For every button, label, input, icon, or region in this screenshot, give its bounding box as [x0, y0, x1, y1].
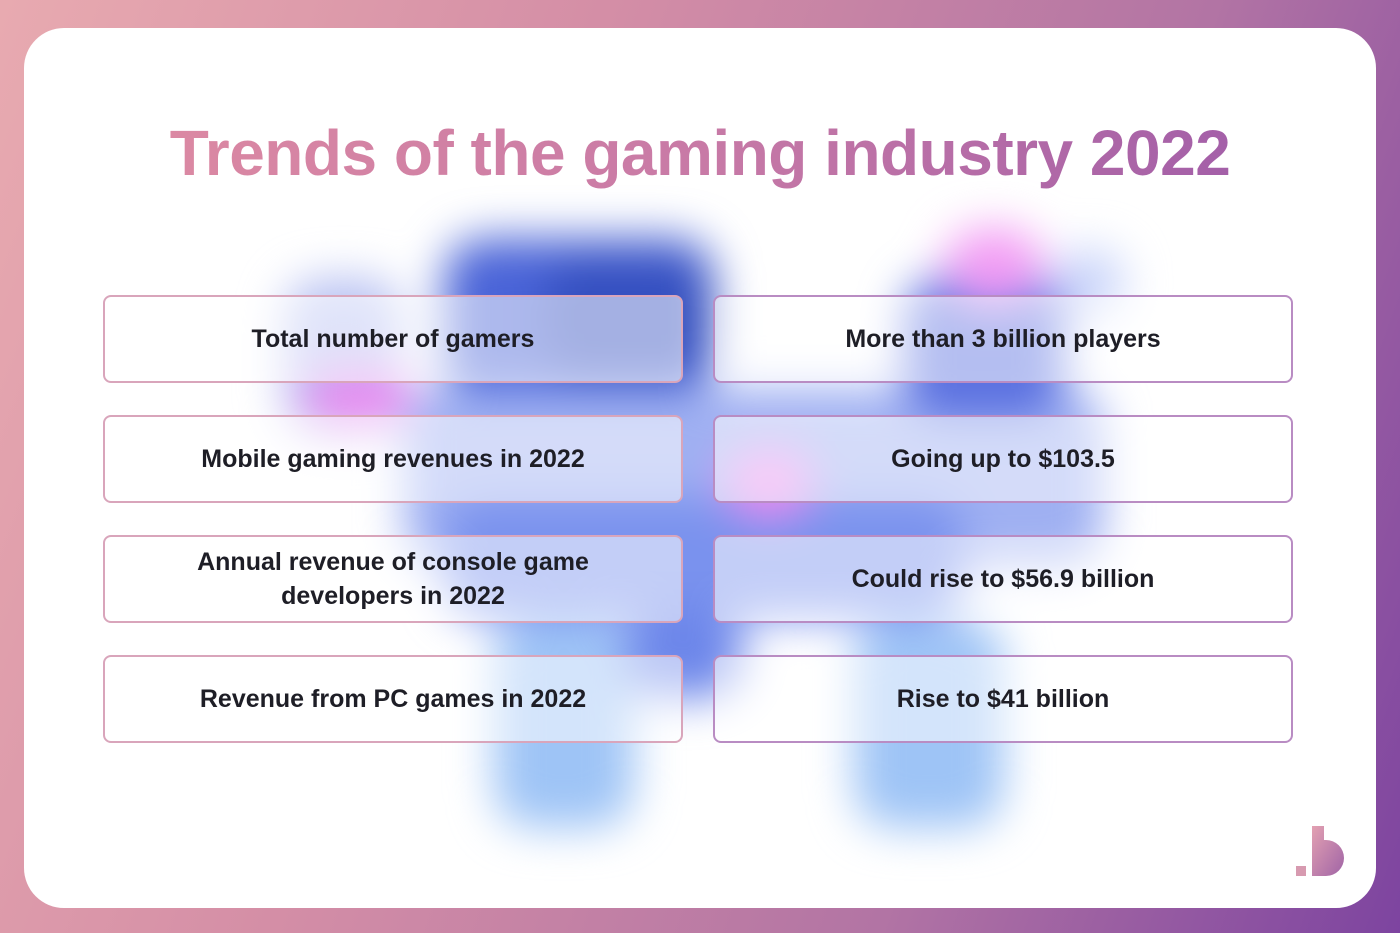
- brand-b-logo-icon: [1296, 826, 1344, 876]
- page-title: Trends of the gaming industry 2022: [24, 116, 1376, 190]
- trend-label-cell: Revenue from PC games in 2022: [103, 655, 683, 743]
- trend-value-cell: More than 3 billion players: [713, 295, 1293, 383]
- trend-label-cell: Mobile gaming revenues in 2022: [103, 415, 683, 503]
- trend-value-cell: Could rise to $56.9 billion: [713, 535, 1293, 623]
- infographic-card: Trends of the gaming industry 2022 Total…: [24, 28, 1376, 908]
- trend-value-cell: Rise to $41 billion: [713, 655, 1293, 743]
- trend-value-cell: Going up to $103.5: [713, 415, 1293, 503]
- trend-label-cell: Total number of gamers: [103, 295, 683, 383]
- trend-label-cell: Annual revenue of console game developer…: [103, 535, 683, 623]
